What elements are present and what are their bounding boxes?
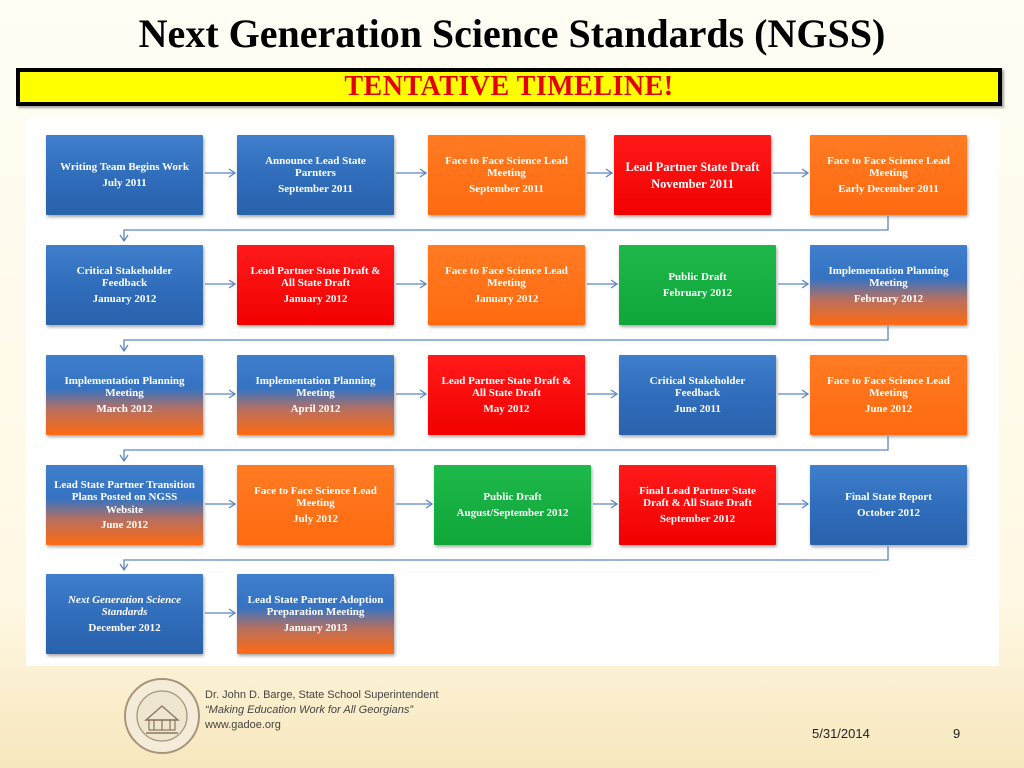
- step-title: Face to Face Science Lead Meeting: [827, 154, 950, 180]
- step-date: June 2012: [100, 519, 149, 531]
- step-date: September 2011: [469, 182, 544, 195]
- step-title: Implementation Planning Meeting: [828, 264, 949, 290]
- step-title: Final State Report: [845, 491, 932, 503]
- step-date: October 2012: [856, 506, 921, 519]
- footer-credits: Dr. John D. Barge, State School Superint…: [205, 688, 439, 733]
- step-date: August/September 2012: [456, 506, 569, 519]
- timeline-step: Lead State Partner Adoption Preparation …: [237, 574, 394, 654]
- step-date: January 2013: [283, 621, 348, 634]
- step-title: Lead State Partner Adoption Preparation …: [247, 593, 384, 619]
- timeline-step: Lead Partner State Draft & All State Dra…: [237, 245, 394, 325]
- step-date: June 2012: [864, 402, 913, 415]
- timeline-panel: Writing Team Begins Work July 2011 Annou…: [26, 118, 999, 666]
- step-title: Public Draft: [483, 491, 542, 503]
- footer-superintendent: Dr. John D. Barge, State School Superint…: [205, 689, 439, 701]
- step-date: July 2012: [293, 512, 338, 525]
- step-date: January 2012: [474, 292, 539, 305]
- step-title: Public Draft: [668, 271, 727, 283]
- step-title: Final Lead Partner State Draft & All Sta…: [639, 484, 756, 510]
- timeline-step: Final Lead Partner State Draft & All Sta…: [619, 465, 776, 545]
- timeline-step: Face to Face Science Lead Meeting Januar…: [428, 245, 585, 325]
- step-title: Implementation Planning Meeting: [255, 374, 376, 400]
- step-title: Critical Stakeholder Feedback: [76, 264, 173, 290]
- department-seal-icon: [124, 678, 200, 754]
- timeline-step: Face to Face Science Lead Meeting Early …: [810, 135, 967, 215]
- step-date: February 2012: [853, 292, 924, 305]
- slide-title: Next Generation Science Standards (NGSS): [138, 11, 886, 56]
- timeline-step: Critical Stakeholder Feedback June 2011: [619, 355, 776, 435]
- step-title: Lead State Partner Transition Plans Post…: [54, 478, 195, 516]
- timeline-step: Critical Stakeholder Feedback January 20…: [46, 245, 203, 325]
- timeline-step: Implementation Planning Meeting February…: [810, 245, 967, 325]
- step-title: Writing Team Begins Work: [60, 161, 189, 173]
- step-title: Next Generation Science Standards: [67, 593, 182, 619]
- step-date: November 2011: [651, 176, 734, 191]
- step-date: January 2012: [92, 292, 157, 305]
- step-title: Implementation Planning Meeting: [64, 374, 185, 400]
- timeline-step: Face to Face Science Lead Meeting June 2…: [810, 355, 967, 435]
- step-title: Face to Face Science Lead Meeting: [445, 264, 568, 290]
- step-title: Critical Stakeholder Feedback: [649, 374, 746, 400]
- step-date: September 2012: [659, 512, 736, 525]
- timeline-step: Implementation Planning Meeting April 20…: [237, 355, 394, 435]
- timeline-step: Announce Lead State Parnters September 2…: [237, 135, 394, 215]
- step-date: February 2012: [662, 286, 733, 299]
- timeline-step: Lead State Partner Transition Plans Post…: [46, 465, 203, 545]
- footer-website: www.gadoe.org: [205, 719, 281, 731]
- step-title: Lead Partner State Draft & All State Dra…: [441, 374, 572, 400]
- step-date: January 2012: [283, 292, 348, 305]
- step-title: Face to Face Science Lead Meeting: [254, 484, 377, 510]
- timeline-step: Next Generation Science Standards Decemb…: [46, 574, 203, 654]
- footer-tagline: “Making Education Work for All Georgians…: [205, 704, 414, 716]
- step-title: Lead Partner State Draft: [625, 159, 760, 174]
- step-title: Announce Lead State Parnters: [265, 154, 366, 180]
- timeline-step: Lead Partner State Draft November 2011: [614, 135, 771, 215]
- step-title: Face to Face Science Lead Meeting: [827, 374, 950, 400]
- slide-date: 5/31/2014: [812, 726, 870, 741]
- step-date: December 2012: [88, 621, 161, 634]
- slide-page-number: 9: [953, 726, 961, 741]
- timeline-step: Final State Report October 2012: [810, 465, 967, 545]
- step-date: April 2012: [290, 402, 341, 415]
- step-date: July 2011: [102, 176, 147, 189]
- timeline-step: Public Draft February 2012: [619, 245, 776, 325]
- timeline-step: Writing Team Begins Work July 2011: [46, 135, 203, 215]
- timeline-step: Implementation Planning Meeting March 20…: [46, 355, 203, 435]
- banner-text: TENTATIVE TIMELINE!: [344, 71, 674, 102]
- timeline-step: Lead Partner State Draft & All State Dra…: [428, 355, 585, 435]
- timeline-step: Face to Face Science Lead Meeting Septem…: [428, 135, 585, 215]
- step-date: Early December 2011: [838, 182, 939, 195]
- step-date: June 2011: [674, 402, 721, 415]
- step-date: September 2011: [278, 182, 353, 195]
- timeline-step: Face to Face Science Lead Meeting July 2…: [237, 465, 394, 545]
- step-date: May 2012: [483, 402, 530, 415]
- timeline-banner: TENTATIVE TIMELINE!: [16, 68, 1002, 106]
- step-title: Face to Face Science Lead Meeting: [445, 154, 568, 180]
- step-title: Lead Partner State Draft & All State Dra…: [250, 264, 381, 290]
- step-date: March 2012: [96, 402, 153, 415]
- timeline-step: Public Draft August/September 2012: [434, 465, 591, 545]
